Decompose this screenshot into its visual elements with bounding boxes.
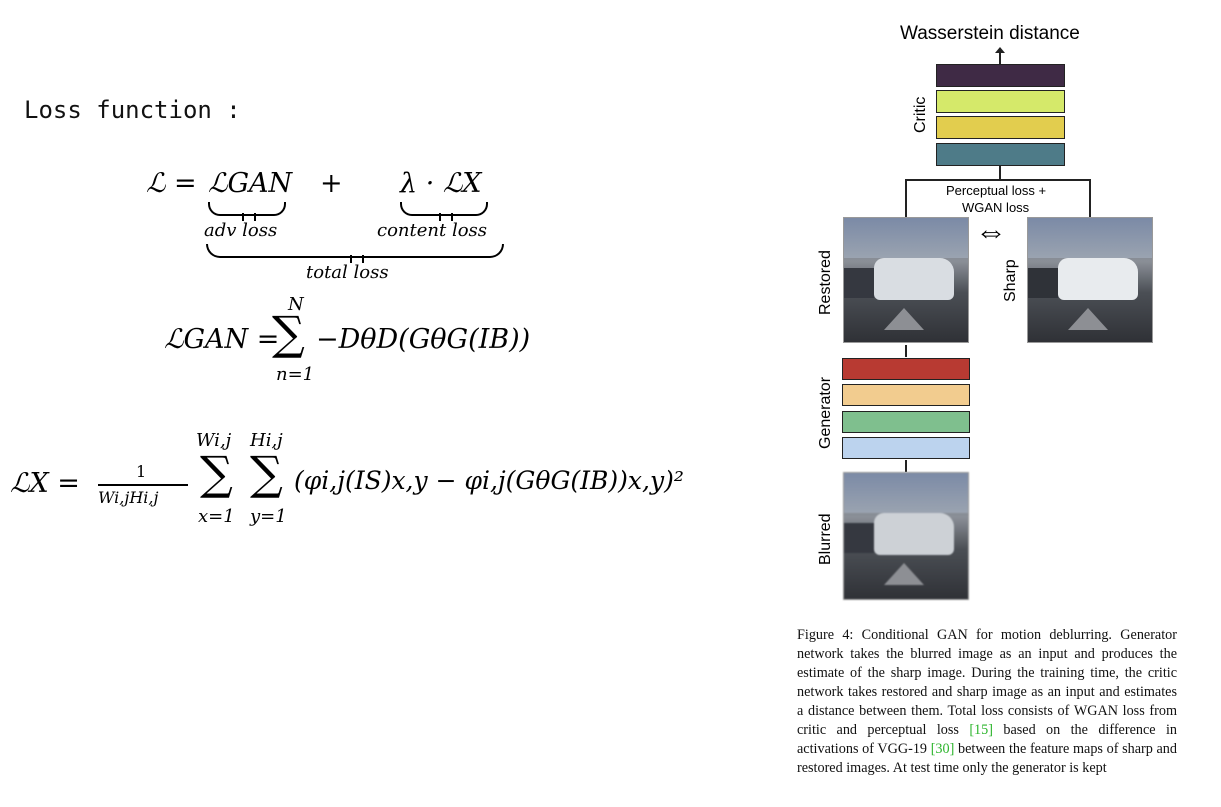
connector-left (905, 179, 907, 217)
critic-label: Critic (912, 96, 929, 133)
eq1-term-gan: ℒGAN (208, 168, 293, 199)
eq3-frac-den: Wi,jHi,j (98, 488, 159, 507)
arrow-to-distance (999, 51, 1001, 67)
eq3-sum1-top: Wi,j (196, 430, 232, 451)
eq3-sum2-top: Hi,j (250, 430, 283, 451)
sum-symbol: ∑ (200, 446, 233, 500)
brace-total (206, 244, 504, 258)
arrowhead-icon (995, 47, 1005, 53)
loss-label-line2: WGAN loss (962, 200, 1030, 215)
eq3-frac-num: 1 (136, 462, 147, 481)
eq2-sum-top: N (288, 294, 304, 315)
double-arrow-icon: ⇔ (975, 213, 1007, 249)
equation-gan-loss: ℒGAN = N ∑ n=1 −DθD(GθG(IB)) (164, 294, 544, 389)
generator-layer-3 (842, 411, 970, 433)
restored-label: Restored (817, 250, 834, 315)
sum-symbol: ∑ (250, 446, 283, 500)
eq3-body: (φi,j(IS)x,y − φi,j(GθG(IB))x,y)² (294, 466, 684, 495)
loss-label-line1: Perceptual loss + (946, 183, 1047, 198)
citation-30[interactable]: [30] (930, 741, 955, 757)
eq1-label-content: content loss (377, 220, 488, 241)
sharp-image (1027, 217, 1153, 343)
critic-layer-1 (936, 64, 1065, 87)
brace-content (400, 202, 488, 216)
eq2-sum-bottom: n=1 (276, 364, 315, 385)
equation-total-loss: ℒ = ℒGAN + λ · ℒX adv loss content loss … (146, 168, 516, 288)
arrow-blurred-generator (905, 460, 907, 472)
eq3-lhs: ℒX = (10, 468, 80, 499)
eq3-sum2-bottom: y=1 (250, 506, 287, 527)
generator-layer-4 (842, 437, 970, 459)
eq2-body: −DθD(GθG(IB)) (316, 324, 531, 355)
critic-layer-3 (936, 116, 1065, 139)
caption-text-a: Figure 4: Conditional GAN for motion deb… (797, 627, 1177, 738)
eq1-lhs: ℒ = (146, 168, 197, 199)
critic-layer-2 (936, 90, 1065, 113)
eq1-plus: + (320, 168, 343, 199)
caption-text-b: based on the difference in activations o… (797, 722, 1177, 757)
architecture-figure: Wasserstein distance Critic Perceptual l… (800, 15, 1210, 610)
eq2-lhs: ℒGAN = (164, 324, 280, 355)
generator-label: Generator (817, 376, 834, 449)
generator-layer-1 (842, 358, 970, 380)
generator-layer-2 (842, 384, 970, 406)
frac-bar (98, 484, 188, 486)
caption-text-c: between the feature maps of sharp and re… (797, 741, 1177, 776)
eq1-label-total: total loss (306, 262, 389, 283)
critic-layer-4 (936, 143, 1065, 166)
eq1-label-adv: adv loss (204, 220, 278, 241)
connector-right (1089, 179, 1091, 217)
citation-15[interactable]: [15] (969, 722, 993, 738)
equation-content-loss: ℒX = 1 Wi,jHi,j Wi,j ∑ x=1 Hi,j ∑ y=1 (φ… (10, 430, 710, 540)
brace-adv (208, 202, 286, 216)
sharp-label: Sharp (1002, 259, 1019, 302)
blurred-label: Blurred (817, 513, 834, 565)
restored-image (843, 217, 969, 343)
figure-caption: Figure 4: Conditional GAN for motion deb… (797, 626, 1177, 778)
eq1-term-content: λ · ℒX (400, 168, 482, 199)
section-heading: Loss function : (24, 96, 241, 124)
blurred-image (843, 472, 969, 600)
connector-horizontal (905, 179, 1091, 181)
sum-symbol: ∑ (272, 306, 305, 360)
wasserstein-label: Wasserstein distance (900, 23, 1080, 44)
eq3-sum1-bottom: x=1 (198, 506, 235, 527)
arrow-generator-restored (905, 345, 907, 357)
connector-vertical (999, 166, 1001, 180)
